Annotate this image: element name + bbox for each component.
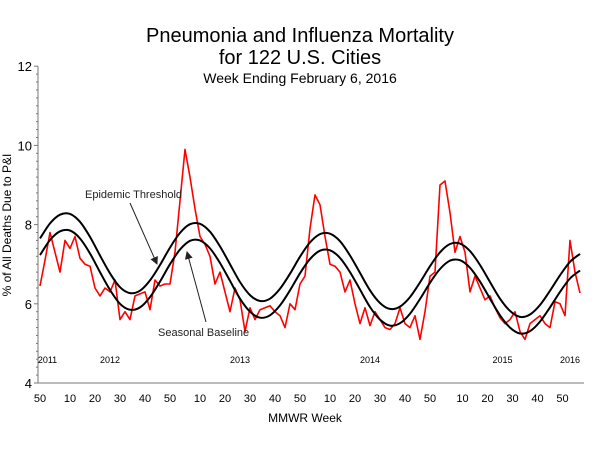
x-tick-label: 10 (194, 393, 206, 405)
x-axis-label: MMWR Week (268, 411, 343, 425)
series-lines (39, 148, 581, 341)
x-tick-label: 10 (456, 393, 468, 405)
x-tick-label: 20 (349, 393, 361, 405)
seasonal-baseline-arrow (184, 251, 207, 323)
y-axis-label: % of All Deaths Due to P&I (0, 154, 14, 297)
x-tick-label: 10 (64, 393, 76, 405)
x-tick-label: 50 (424, 393, 436, 405)
y-tick-label: 12 (18, 59, 32, 74)
x-tick-label: 40 (139, 393, 151, 405)
x-tick-label: 50 (164, 393, 176, 405)
epidemic-threshold-annotation: Epidemic Threshold (85, 189, 182, 201)
epidemic-threshold-arrow (129, 202, 158, 265)
year-label: 2013 (230, 355, 250, 365)
x-tick-label: 30 (244, 393, 256, 405)
axes (34, 65, 584, 384)
y-tick-label: 10 (18, 138, 32, 153)
x-tick-label: 40 (531, 393, 543, 405)
x-tick-label: 50 (34, 393, 46, 405)
y-tick-label: 8 (25, 218, 32, 233)
x-tick-label: 50 (294, 393, 306, 405)
epidemic-threshold-line (39, 212, 581, 319)
year-label: 2011 (38, 355, 57, 365)
x-tick-label: 40 (399, 393, 411, 405)
x-tick-label: 20 (219, 393, 231, 405)
chart-title: Pneumonia and Influenza Mortality (146, 25, 454, 47)
x-tick-label: 30 (506, 393, 518, 405)
year-label: 2016 (560, 355, 580, 365)
y-tick-labels: 4 6 8 10 12 (18, 59, 32, 391)
chart-subtitle: Week Ending February 6, 2016 (203, 70, 397, 86)
x-tick-label: 40 (269, 393, 281, 405)
year-label: 2014 (360, 355, 380, 365)
y-tick-label: 4 (25, 376, 32, 391)
y-tick-label: 6 (25, 297, 32, 312)
observed-pi-line (39, 148, 581, 341)
year-label: 2015 (492, 355, 512, 365)
seasonal-baseline-line (39, 228, 581, 335)
x-tick-label: 10 (324, 393, 336, 405)
x-tick-label: 30 (374, 393, 386, 405)
x-tick-label: 20 (481, 393, 493, 405)
x-tick-label: 20 (89, 393, 101, 405)
year-labels: 2011 2012 2013 2014 2015 2016 (38, 355, 580, 365)
x-tick-label: 50 (556, 393, 568, 405)
year-label: 2012 (100, 355, 120, 365)
chart-title-line2: for 122 U.S. Cities (219, 47, 381, 69)
seasonal-baseline-annotation: Seasonal Baseline (158, 327, 249, 339)
x-tick-labels: 50 10 20 30 40 50 10 20 30 40 50 10 20 30 40 50 10 20 30 40… (34, 393, 569, 405)
x-tick-label: 30 (114, 393, 126, 405)
